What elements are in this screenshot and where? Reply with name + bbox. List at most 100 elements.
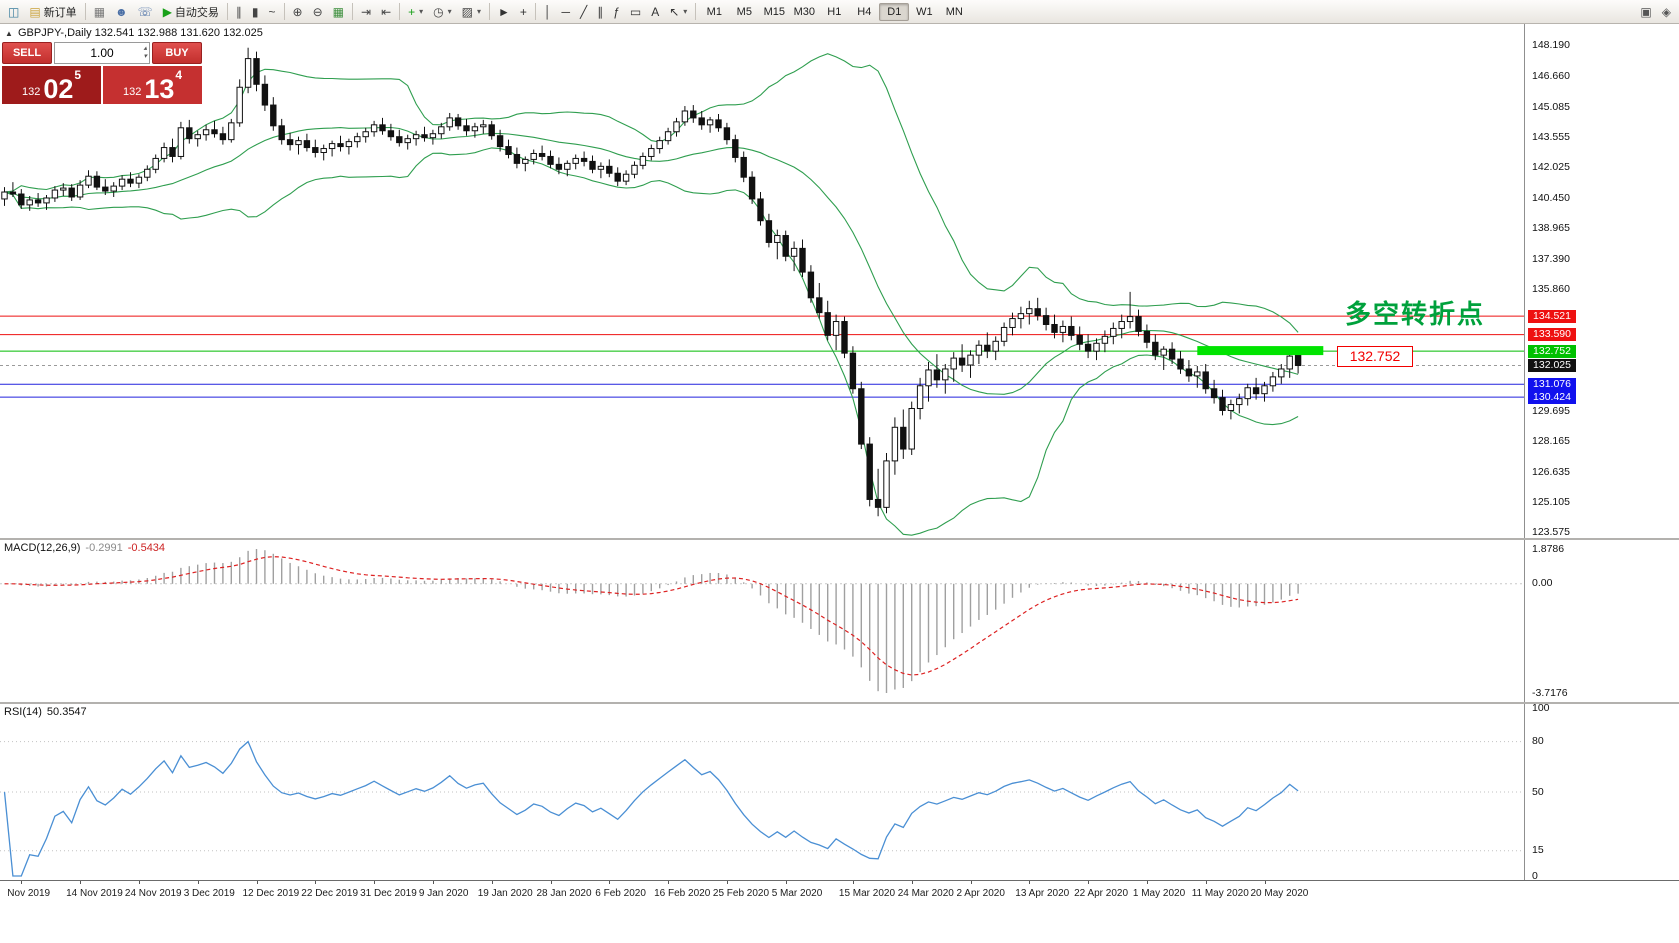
indicators-button[interactable]: + ▾	[403, 1, 428, 23]
hline-button[interactable]: ─	[556, 1, 575, 23]
candle-body	[118, 178, 126, 187]
cursor-icon: ►	[498, 4, 510, 19]
candle-body	[975, 344, 983, 356]
rsi-panel[interactable]: 100 80 50 15 0 RSI(14) 50.3547	[0, 701, 1679, 882]
spin-down-icon[interactable]: ▾	[143, 53, 147, 61]
rsi-tick: 15	[1532, 844, 1544, 857]
candle-body	[202, 129, 210, 136]
spin-up-icon[interactable]: ▴	[143, 45, 147, 52]
time-label: 22 Dec 2019	[301, 888, 359, 899]
candle-body	[597, 165, 605, 170]
volume-input[interactable]: 1.00 ▴ ▾	[54, 42, 150, 64]
candle-body	[580, 157, 588, 162]
candle-body	[244, 58, 252, 88]
autotrade-button[interactable]: ▶ 自动交易	[158, 1, 224, 23]
time-label: 24 Mar 2020	[897, 888, 954, 899]
text-icon: A	[651, 4, 660, 19]
candle-body	[816, 297, 823, 314]
sell-price-panel[interactable]: 132 02 5	[2, 66, 101, 104]
vline-button[interactable]: │	[539, 1, 557, 23]
candle-body	[883, 460, 890, 508]
candle-body	[1152, 341, 1159, 356]
rsi-tick: 100	[1532, 701, 1550, 714]
arrows-icon: ↖	[669, 4, 680, 19]
buy-button[interactable]: BUY	[152, 42, 202, 64]
charts-button[interactable]: ▦	[89, 1, 110, 23]
candle-body	[1009, 318, 1016, 328]
candle-body	[18, 193, 25, 206]
chart-window-button[interactable]: ◫	[3, 1, 24, 23]
macd-tick: -3.7176	[1532, 686, 1568, 699]
timeframe-w1[interactable]: W1	[916, 5, 933, 18]
crosshair-button[interactable]: +	[515, 1, 532, 23]
price-tick: 125.105	[1532, 495, 1570, 508]
candle-body	[303, 140, 311, 149]
arrows-button[interactable]: ↖ ▾	[664, 1, 692, 23]
line-chart-button[interactable]: ~	[264, 1, 281, 23]
channel-button[interactable]: ∥	[592, 1, 608, 23]
macd-panel[interactable]: 1.8786 0.00 -3.7176 MACD(12,26,9) -0.2991 -0…	[0, 540, 1679, 702]
zoom-in-button[interactable]: ⊕	[288, 1, 308, 23]
profiles-button[interactable]: ☻	[110, 1, 133, 23]
sell-button[interactable]: SELL	[2, 42, 52, 64]
shapes-button[interactable]: ▭	[625, 1, 646, 23]
candle-body	[1017, 313, 1025, 320]
candle-body	[471, 126, 479, 132]
timeframe-m1[interactable]: M1	[706, 5, 722, 18]
timeframe-m30[interactable]: M30	[793, 5, 816, 18]
candle-body	[152, 157, 159, 170]
price-tick: 145.085	[1532, 100, 1570, 113]
candle-body	[236, 86, 243, 124]
bar-chart-button[interactable]: ∥	[231, 1, 247, 23]
candle-body	[1000, 326, 1008, 342]
one-click-collapse-icon[interactable]: ▲	[5, 29, 13, 38]
buy-price-figure: 132	[122, 86, 142, 98]
timeframe-h4[interactable]: H4	[857, 5, 872, 18]
macd-signal-line	[4, 556, 1299, 676]
templates-button[interactable]: ▨ ▾	[457, 1, 486, 23]
tile-windows-button[interactable]: ▦	[328, 1, 349, 23]
chevron-down-icon[interactable]: ▾	[419, 7, 424, 16]
chart-shift-button[interactable]: ⇤	[376, 1, 396, 23]
price-chart-panel[interactable]: 148.190 146.660 145.085 143.555 142.025 140.4…	[0, 24, 1679, 538]
panel-splitter[interactable]	[0, 702, 1679, 704]
timeframe-mn[interactable]: MN	[945, 5, 963, 18]
candle-body	[1026, 308, 1033, 315]
timeframe-h1[interactable]: H1	[827, 5, 842, 18]
periods-button[interactable]: ◷ ▾	[428, 1, 457, 23]
rsi-name: RSI(14)	[4, 706, 42, 718]
time-tick-mark	[21, 881, 23, 884]
candle-body	[26, 199, 33, 206]
search-button[interactable]: ◈	[1657, 1, 1676, 23]
candle-body	[496, 135, 504, 148]
text-button[interactable]: A	[646, 1, 664, 23]
chevron-down-icon[interactable]: ▾	[477, 7, 482, 16]
timeframe-d1[interactable]: D1	[879, 2, 910, 21]
time-tick-mark	[1088, 881, 1090, 884]
chevron-down-icon[interactable]: ▾	[447, 7, 452, 16]
auto-scroll-button[interactable]: ⇥	[356, 1, 376, 23]
new-order-button[interactable]: ▤ 新订单	[24, 1, 81, 23]
trendline-button[interactable]: ╱	[575, 1, 592, 23]
candlestick-button[interactable]: ▮	[247, 1, 264, 23]
timeframe-m5[interactable]: M5	[736, 5, 752, 18]
buy-price-panel[interactable]: 132 13 4	[103, 66, 202, 104]
timeframe-m15[interactable]: M15	[763, 5, 786, 18]
cursor-button[interactable]: ►	[493, 1, 515, 23]
fibonacci-button[interactable]: ƒ	[608, 1, 625, 23]
sell-price-point: 5	[74, 68, 82, 82]
chevron-down-icon[interactable]: ▾	[683, 7, 688, 16]
candle-body	[782, 235, 789, 257]
zoom-out-button[interactable]: ⊖	[308, 1, 328, 23]
market-watch-button[interactable]: ☏	[133, 1, 158, 23]
rsi-label: RSI(14) 50.3547	[4, 706, 87, 718]
panel-splitter[interactable]	[0, 538, 1679, 540]
time-label: Nov 2019	[7, 888, 51, 899]
volume-spinner[interactable]: ▴ ▾	[143, 45, 147, 62]
candle-body	[320, 148, 327, 153]
price-chart-plot[interactable]	[0, 24, 1524, 538]
time-axis[interactable]: Nov 2019 14 Nov 2019 24 Nov 2019 3 Dec 2019…	[0, 880, 1679, 909]
toolbox-button[interactable]: ▣	[1635, 1, 1656, 23]
autotrade-icon: ▶	[162, 4, 172, 19]
vline-icon: │	[543, 4, 552, 19]
